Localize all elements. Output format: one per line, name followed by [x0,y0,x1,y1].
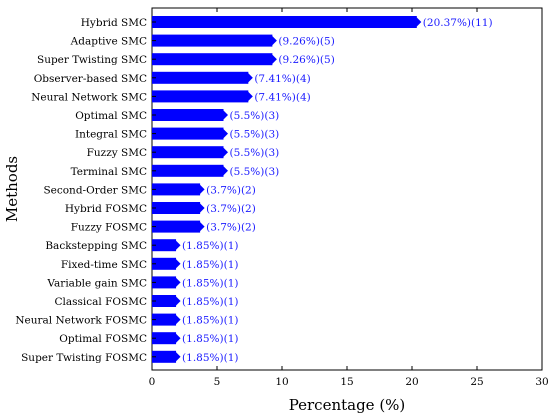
data-label: (1.85%)(1) [182,240,238,252]
bar-end-marker [171,296,181,306]
bar [152,71,249,84]
bar-end-marker [219,166,228,176]
data-label: (1.85%)(1) [182,277,238,289]
y-axis-title: Methods [3,156,21,222]
bar [152,164,224,177]
data-label: (3.7%)(2) [206,203,256,215]
bar [152,313,177,326]
data-label: (9.26%)(5) [278,54,334,66]
bar-end-marker [171,277,181,287]
bar-end-marker [243,73,253,83]
category-label: Optimal SMC [75,110,147,122]
bar-end-marker [171,352,181,362]
bar-end-marker [267,36,277,46]
data-label: (1.85%)(1) [182,333,238,345]
data-label: (5.5%)(3) [230,147,280,159]
x-tick-label: 0 [149,376,156,388]
bar-end-marker [195,222,205,232]
bar-end-marker [412,17,422,27]
bar-end-marker [267,54,277,64]
data-label: (5.5%)(3) [230,110,280,122]
category-label: Integral SMC [75,129,147,141]
bar [152,332,177,345]
bar [152,127,224,140]
data-label: (5.5%)(3) [230,129,280,141]
category-label: Classical FOSMC [55,296,148,308]
data-label: (3.7%)(2) [206,184,256,196]
category-label: Fuzzy FOSMC [71,222,147,234]
bar-end-marker [195,203,205,213]
x-axis-ticks: 0 5 10 15 20 25 30 [149,8,549,388]
data-label: (1.85%)(1) [182,259,238,271]
category-label: Super Twisting FOSMC [21,352,147,364]
category-labels: Hybrid SMC Adaptive SMC Super Twisting SMC… [15,17,156,364]
bar-end-marker [243,91,253,101]
data-labels: (20.37%)(11) (9.26%)(5) (9.26%)(5) (7.41%)(… [182,17,493,364]
x-tick-label: 20 [405,376,418,388]
category-label: Hybrid FOSMC [65,203,147,215]
category-label: Neural Network FOSMC [15,315,147,327]
bar [152,276,177,289]
bar [152,202,201,214]
bar-end-marker [171,240,181,250]
bar [152,183,201,196]
x-tick-label: 5 [214,376,221,388]
category-label: Super Twisting SMC [37,54,147,66]
bar [152,239,177,252]
bar-end-marker [171,333,181,343]
bar [152,109,224,121]
category-label: Neural Network SMC [31,91,147,103]
bar-end-marker [171,315,181,325]
bar [152,34,273,47]
x-tick-label: 10 [275,376,288,388]
bar-end-marker [195,184,205,194]
category-label: Optimal FOSMC [59,333,147,345]
category-label: Variable gain SMC [46,277,147,289]
bar [152,257,177,270]
data-label: (3.7%)(2) [206,222,256,234]
bar-end-marker [219,110,228,120]
bar-end-marker [219,147,228,157]
data-label: (20.37%)(11) [423,17,493,29]
category-label: Adaptive SMC [70,36,147,48]
data-label: (9.26%)(5) [278,36,334,48]
data-label: (5.5%)(3) [230,166,280,178]
data-label: (7.41%)(4) [254,91,310,103]
x-axis-title: Percentage (%) [289,396,406,414]
category-label: Fixed-time SMC [61,259,147,271]
category-label: Fuzzy SMC [87,147,147,159]
x-tick-label: 30 [535,376,548,388]
category-label: Second-Order SMC [43,184,147,196]
bar [152,295,177,307]
x-tick-label: 15 [340,376,353,388]
category-label: Observer-based SMC [34,73,147,85]
bar-end-marker [219,129,228,139]
category-label: Backstepping SMC [45,240,147,252]
data-label: (1.85%)(1) [182,352,238,364]
data-label: (7.41%)(4) [254,73,310,85]
bar-end-marker [171,259,181,269]
bar [152,53,273,66]
category-label: Hybrid SMC [81,17,147,29]
bar [152,16,417,28]
bar [152,146,224,159]
bars [152,16,422,363]
bar [152,350,177,363]
bar [152,90,249,103]
x-tick-label: 25 [470,376,483,388]
bar [152,220,201,233]
data-label: (1.85%)(1) [182,296,238,308]
data-label: (1.85%)(1) [182,315,238,327]
category-label: Terminal SMC [71,166,147,178]
